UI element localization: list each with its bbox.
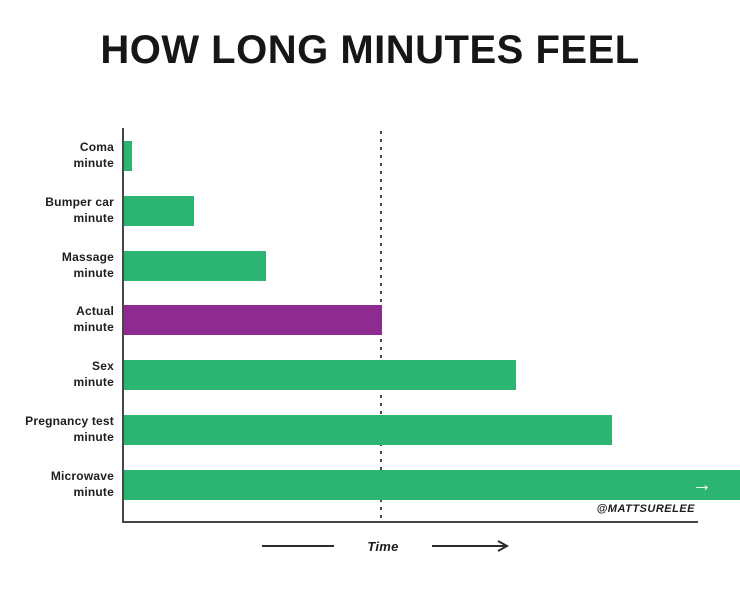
bar-label: Actual minute (0, 304, 114, 335)
bar-label-line: Pregnancy test (25, 414, 114, 429)
bar-label: Microwave minute (0, 469, 114, 500)
bar-row: Actual minute (0, 304, 740, 335)
bar-label: Bumper car minute (0, 195, 114, 226)
bar-sex-minute (124, 360, 516, 390)
bar-coma-minute (124, 141, 132, 171)
bar-row: Massage minute (0, 250, 740, 281)
bar-bumper-car-minute (124, 196, 194, 226)
time-axis-label-group: Time (262, 538, 510, 554)
bar-actual-minute (124, 305, 382, 335)
bar-label-line: Sex (92, 359, 114, 374)
bar-label-line: Microwave (50, 469, 114, 484)
bar-label: Coma minute (0, 140, 114, 171)
bar-label-line: minute (73, 430, 114, 444)
bar-row: Coma minute (0, 140, 740, 171)
bar-label-line: Bumper car (45, 195, 114, 210)
bar-label: Massage minute (0, 250, 114, 281)
bar-label-line: minute (73, 211, 114, 225)
bar-label-line: minute (73, 156, 114, 170)
bar-label: Pregnancy test minute (0, 414, 114, 445)
bar-row: Pregnancy test minute (0, 414, 740, 445)
bar-massage-minute (124, 251, 266, 281)
bar-row: Bumper car minute (0, 195, 740, 226)
bar-microwave-minute (124, 470, 740, 500)
x-axis-line (122, 521, 698, 523)
bar-label-line: minute (73, 320, 114, 334)
bar-label-line: Coma (79, 140, 114, 155)
bar-row: Microwave minute → (0, 469, 740, 500)
bar-row: Sex minute (0, 359, 740, 390)
time-axis-right-arrow-icon (432, 540, 510, 552)
chart-title: HOW LONG MINUTES FEEL (100, 28, 640, 72)
bar-label-line: Actual (76, 304, 114, 319)
bar-label-line: Massage (61, 250, 114, 265)
bar-label-line: minute (73, 375, 114, 389)
time-axis-left-line (262, 545, 334, 547)
bar-label: Sex minute (0, 359, 114, 390)
overflow-arrow-icon: → (692, 474, 712, 496)
bar-pregnancy-test-minute (124, 415, 612, 445)
credit-handle: @MATTSURELEE (596, 503, 695, 515)
bar-label-line: minute (73, 485, 114, 499)
y-axis-line (122, 128, 124, 523)
bar-label-line: minute (73, 266, 114, 280)
time-axis-label: Time (367, 538, 399, 554)
